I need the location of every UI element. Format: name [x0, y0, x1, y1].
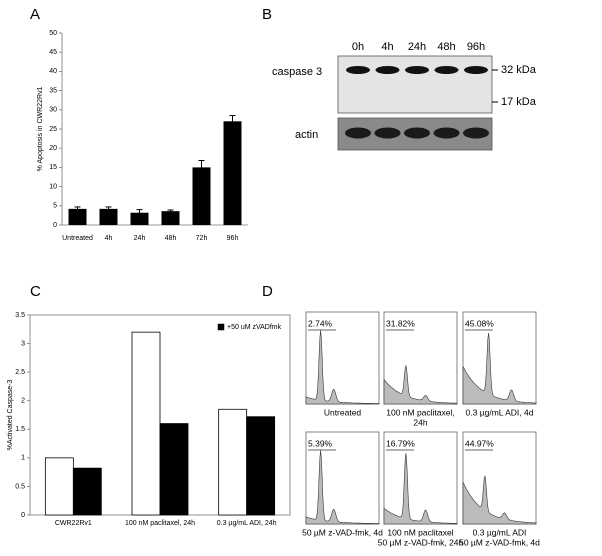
- caption: 24h: [413, 417, 427, 427]
- panel-label: A: [30, 6, 40, 23]
- x-tick-label: Untreated: [62, 235, 93, 242]
- x-tick-label: 4h: [105, 235, 113, 242]
- y-tick-label: 30: [49, 107, 57, 114]
- histogram: [305, 450, 380, 525]
- band: [404, 127, 430, 139]
- panel-label: D: [262, 283, 273, 300]
- lane-label: 4h: [381, 41, 393, 53]
- caption: 0.3 µg/mL ADI: [473, 527, 527, 537]
- band: [374, 127, 401, 139]
- bar: [72, 467, 102, 516]
- x-tick-label: 96h: [227, 235, 239, 242]
- y-tick-label: 35: [49, 87, 57, 94]
- x-tick-label: 0.3 µg/mL ADI, 24h: [217, 520, 277, 527]
- y-tick-label: 3.5: [15, 312, 25, 319]
- y-tick-label: 40: [49, 68, 57, 75]
- y-tick-label: 25: [49, 126, 57, 133]
- gate-percent: 5.39%: [308, 438, 333, 448]
- bar: [192, 167, 211, 225]
- caption: 100 nM paclitaxel: [387, 527, 453, 537]
- lane-label: 0h: [352, 41, 364, 53]
- band: [434, 66, 459, 74]
- x-tick-label: 48h: [165, 235, 177, 242]
- bar: [44, 457, 74, 516]
- band: [346, 66, 370, 74]
- x-tick-label: 72h: [196, 235, 208, 242]
- histogram: [462, 475, 537, 525]
- panel-label: C: [30, 283, 41, 300]
- legend-label: +50 uM zVADfmk: [227, 324, 282, 331]
- bar: [68, 208, 87, 225]
- row-label: caspase 3: [272, 66, 322, 78]
- caption: 100 nM paclitaxel,: [386, 407, 455, 417]
- band: [463, 127, 489, 139]
- band: [375, 66, 400, 74]
- x-tick-label: 100 nM paclitaxel, 24h: [125, 520, 195, 527]
- marker-label: 32 kDa: [501, 64, 537, 76]
- band: [433, 127, 460, 139]
- y-tick-label: 1.5: [15, 426, 25, 433]
- y-tick-label: 3: [21, 340, 25, 347]
- histogram: [383, 453, 458, 525]
- bar: [223, 121, 242, 225]
- lane-label: 24h: [408, 41, 426, 53]
- caption: 50 µM z-VAD-fmk, 24h: [378, 537, 464, 547]
- y-tick-label: 0: [21, 512, 25, 519]
- y-tick-label: 50: [49, 30, 57, 37]
- band: [345, 127, 371, 139]
- lane-label: 96h: [467, 41, 485, 53]
- row-label: actin: [295, 129, 318, 141]
- bar: [161, 211, 180, 225]
- gate-percent: 45.08%: [465, 318, 494, 328]
- y-axis-label: % Apoptosis in CWR22Rv1: [37, 86, 44, 171]
- bar: [159, 423, 189, 516]
- x-tick-label: CWR22Rv1: [55, 520, 92, 527]
- y-axis-label: %Activated Caspase-3: [7, 379, 14, 450]
- gate-percent: 2.74%: [308, 318, 333, 328]
- panel-label: B: [262, 6, 272, 23]
- bar: [99, 208, 118, 225]
- y-tick-label: 2: [21, 398, 25, 405]
- y-tick-label: 45: [49, 49, 57, 56]
- x-tick-label: 24h: [134, 235, 146, 242]
- gate-percent: 16.79%: [386, 438, 415, 448]
- band: [405, 66, 429, 74]
- gate-percent: 44.97%: [465, 438, 494, 448]
- caption: 0.3 µg/mL ADI, 4d: [466, 407, 534, 417]
- band: [464, 66, 488, 74]
- histogram: [383, 365, 458, 405]
- legend-swatch: [217, 323, 225, 331]
- histogram: [305, 330, 380, 405]
- y-tick-label: 20: [49, 145, 57, 152]
- gate-percent: 31.82%: [386, 318, 415, 328]
- bar: [246, 416, 276, 516]
- y-tick-label: 10: [49, 183, 57, 190]
- marker-label: 17 kDa: [501, 96, 537, 108]
- blot-caspase: [337, 55, 493, 114]
- y-tick-label: 0: [53, 222, 57, 229]
- y-tick-label: 5: [53, 203, 57, 210]
- bar: [131, 331, 161, 516]
- y-tick-label: 1: [21, 455, 25, 462]
- caption: Untreated: [324, 407, 362, 417]
- y-tick-label: 2.5: [15, 369, 25, 376]
- bar: [218, 408, 248, 516]
- y-tick-label: 0.5: [15, 483, 25, 490]
- bar: [130, 212, 149, 225]
- caption: 50 µM z-VAD-fmk, 4d: [302, 527, 383, 537]
- caption: 50 µM z-VAD-fmk, 4d: [459, 537, 540, 547]
- y-tick-label: 15: [49, 164, 57, 171]
- lane-label: 48h: [437, 41, 455, 53]
- histogram: [462, 332, 537, 405]
